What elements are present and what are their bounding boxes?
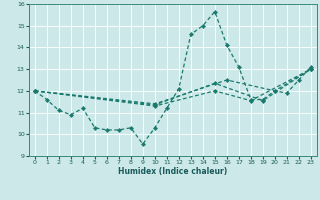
X-axis label: Humidex (Indice chaleur): Humidex (Indice chaleur) [118, 167, 228, 176]
